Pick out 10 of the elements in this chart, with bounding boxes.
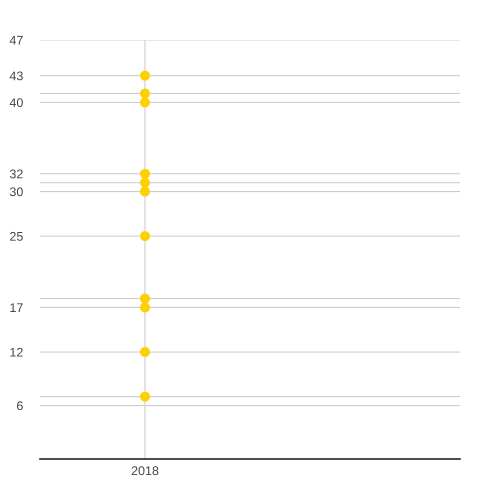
x-tick-label: 2018 — [132, 466, 158, 476]
y-tick-label: 12 — [10, 348, 23, 357]
y-tick-label: 6 — [17, 401, 23, 410]
y-tick-label: 25 — [10, 232, 23, 241]
y-tick-label: 43 — [10, 71, 23, 80]
y-tick-label: 47 — [10, 36, 23, 45]
y-tick-label: 17 — [10, 303, 23, 312]
y-tick-label: 30 — [10, 187, 23, 196]
y-tick-label: 32 — [10, 170, 23, 178]
y-tick-label: 40 — [10, 98, 23, 108]
